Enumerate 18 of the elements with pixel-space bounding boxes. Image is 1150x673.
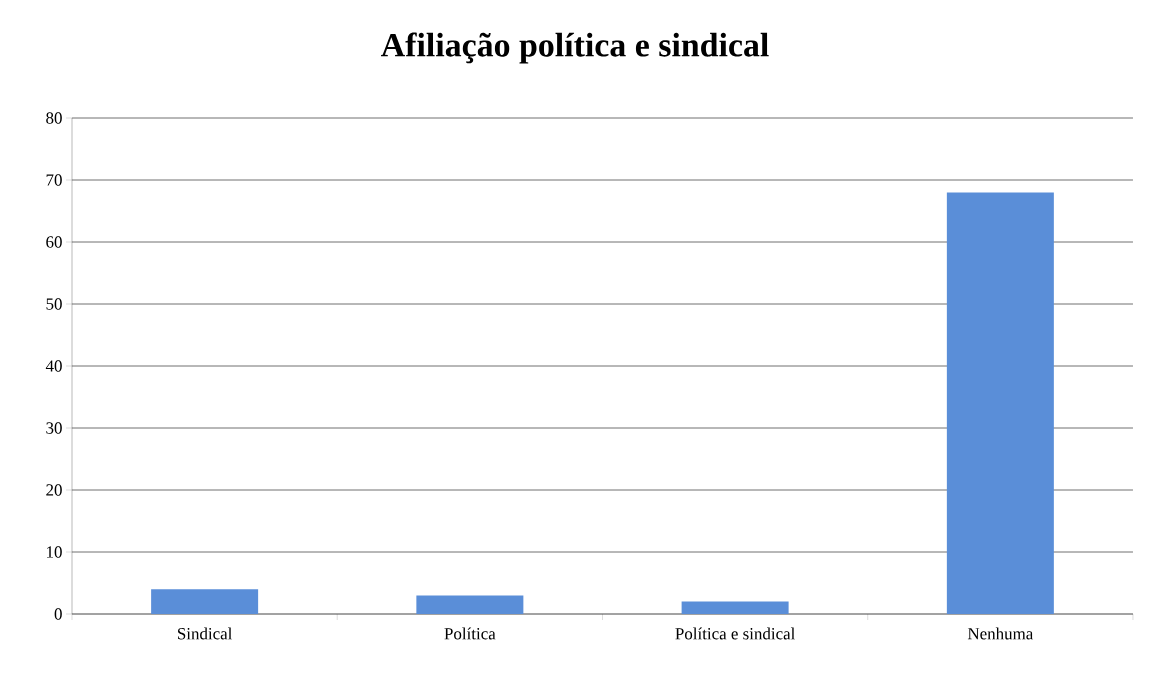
x-tick-label: Política e sindical xyxy=(675,627,795,640)
chart-title: Afiliação política e sindical xyxy=(381,32,769,64)
x-tick-label: Política xyxy=(444,627,496,640)
y-tick-label: 80 xyxy=(46,112,62,124)
y-tick-label: 40 xyxy=(45,360,62,372)
y-tick-label: 50 xyxy=(46,298,62,310)
y-tick-label: 0 xyxy=(54,608,62,620)
y-tick-label: 70 xyxy=(46,174,62,186)
bar xyxy=(946,192,1054,614)
bar xyxy=(681,601,789,614)
x-tick-label: Sindical xyxy=(178,627,233,640)
y-tick-label: 20 xyxy=(46,484,62,496)
bar xyxy=(151,589,259,614)
y-tick-label: 30 xyxy=(46,422,62,434)
bar xyxy=(416,595,524,614)
y-tick-label: 10 xyxy=(47,546,62,558)
x-tick-label: Nenhuma xyxy=(967,627,1034,640)
y-tick-label: 60 xyxy=(46,236,62,248)
